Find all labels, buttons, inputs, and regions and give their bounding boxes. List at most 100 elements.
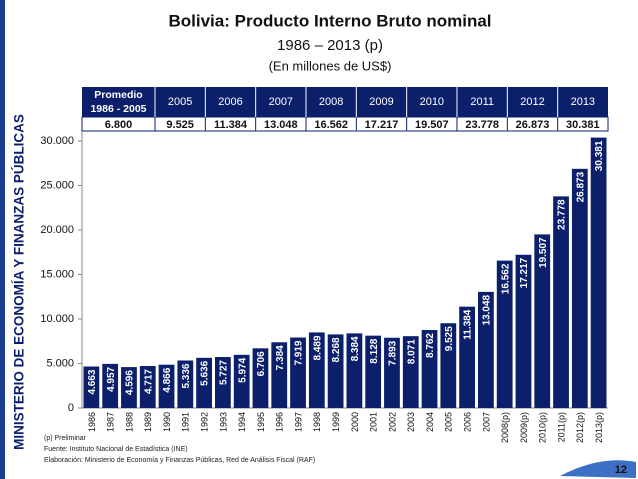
bar [553,196,569,408]
bar [384,337,400,408]
table-cell: 23.778 [465,119,499,131]
chart-title: Bolivia: Producto Interno Bruto nominal [169,11,492,30]
data-label: 23.778 [557,199,568,230]
x-tick-label: 1994 [237,412,247,432]
table-header-cell: 2005 [168,96,192,108]
table-header-cell: 2012 [520,96,544,108]
bar [290,337,306,408]
corner-swoosh [560,460,636,478]
note: Elaboración: Ministerio de Economía y Fi… [44,457,315,464]
bar [177,360,194,408]
bar [158,364,175,408]
table-cell: 16.562 [314,119,348,131]
table-header-cell: 2010 [420,96,444,108]
bar [534,234,551,408]
side-label: MINISTERIO DE ECONOMÍA Y FINANZAS PÚBLIC… [12,114,27,450]
data-label: 5.636 [200,360,211,385]
x-tick-label: 2003 [406,412,416,432]
x-tick-label: 2000 [350,412,360,432]
table-header-cell: 2006 [218,96,242,108]
x-tick-label: 2004 [425,412,435,432]
table-cell: 9.525 [166,119,194,131]
side-stripe [0,0,5,479]
x-tick-label: 1992 [199,412,209,432]
data-label: 8.268 [331,337,342,362]
bar [459,306,475,408]
data-label: 8.489 [312,335,323,360]
x-tick-label: 2001 [369,412,379,432]
x-tick-label: 1989 [143,412,153,432]
table-header-cell: 2007 [269,96,293,108]
data-label: 16.562 [500,263,511,294]
x-tick-label: 1996 [275,412,285,432]
y-tick-label: 25.000 [40,179,74,191]
x-tick-label: 2012(p) [575,412,585,443]
bar [233,354,250,408]
note: Fuente: Instituto Nacional de Estadístic… [44,446,188,453]
table-cell: 6.800 [105,119,133,131]
bar [196,357,212,408]
bar [402,336,419,408]
x-tick-label: 1999 [331,412,341,432]
data-label: 11.384 [463,309,474,339]
table-header-cell: 2009 [369,96,393,108]
table-header-cell: 2008 [319,96,343,108]
x-tick-label: 2010(p) [538,412,548,443]
bar [271,342,288,408]
y-tick-label: 15.000 [40,268,74,280]
bar [139,366,156,408]
data-label: 4.596 [125,370,136,395]
table-header-cell: 2011 [470,96,494,108]
bar [590,137,607,408]
x-tick-label: 1987 [106,412,116,432]
data-label: 5.727 [219,360,230,385]
table-cell: 11.384 [214,119,248,131]
data-label: 4.866 [162,367,173,392]
x-tick-label: 2002 [387,412,397,432]
x-tick-label: 1991 [181,412,191,432]
bar [365,335,382,408]
bar [440,323,457,408]
table-cell: 26.873 [516,119,550,131]
data-label: 9.525 [444,326,455,351]
x-tick-label: 1998 [312,412,322,432]
table-header-cell: Promedio [94,89,142,101]
x-tick-label: 1988 [124,412,134,432]
y-tick-label: 20.000 [40,224,74,236]
page-number: 12 [615,464,627,476]
table-cell: 13.048 [264,119,298,131]
data-label: 8.128 [369,338,380,363]
y-tick-label: 10.000 [40,313,74,325]
data-label: 4.663 [87,369,98,394]
unit-label: (En millones de US$) [269,58,392,73]
y-tick-label: 30.000 [40,135,74,147]
data-label: 7.919 [294,340,305,365]
bar [496,260,513,408]
data-label: 17.217 [519,257,530,288]
x-tick-label: 2009(p) [519,412,529,443]
bar [421,330,438,408]
bar [215,357,231,408]
data-label: 19.507 [538,237,549,268]
table-header-bg [82,87,608,117]
x-tick-label: 2005 [444,412,454,432]
bar [346,333,363,408]
bar [515,254,532,408]
x-tick-label: 1986 [87,412,97,432]
table-row-bg [81,116,609,132]
x-tick-label: 1990 [162,412,172,432]
x-tick-label: 2013(p) [594,412,604,443]
y-tick-label: 0 [68,402,74,414]
bar [571,168,588,408]
data-label: 8.384 [350,336,361,361]
table-cell: 17.217 [365,119,399,131]
x-tick-label: 1995 [256,412,266,432]
data-label: 30.381 [594,140,605,171]
bar [102,363,119,408]
x-tick-label: 1997 [293,412,303,432]
table-header-cell: 1986 - 2005 [90,103,146,115]
data-label: 8.762 [425,333,436,358]
bar [252,348,269,408]
chart-subtitle: 1986 – 2013 (p) [277,37,383,54]
